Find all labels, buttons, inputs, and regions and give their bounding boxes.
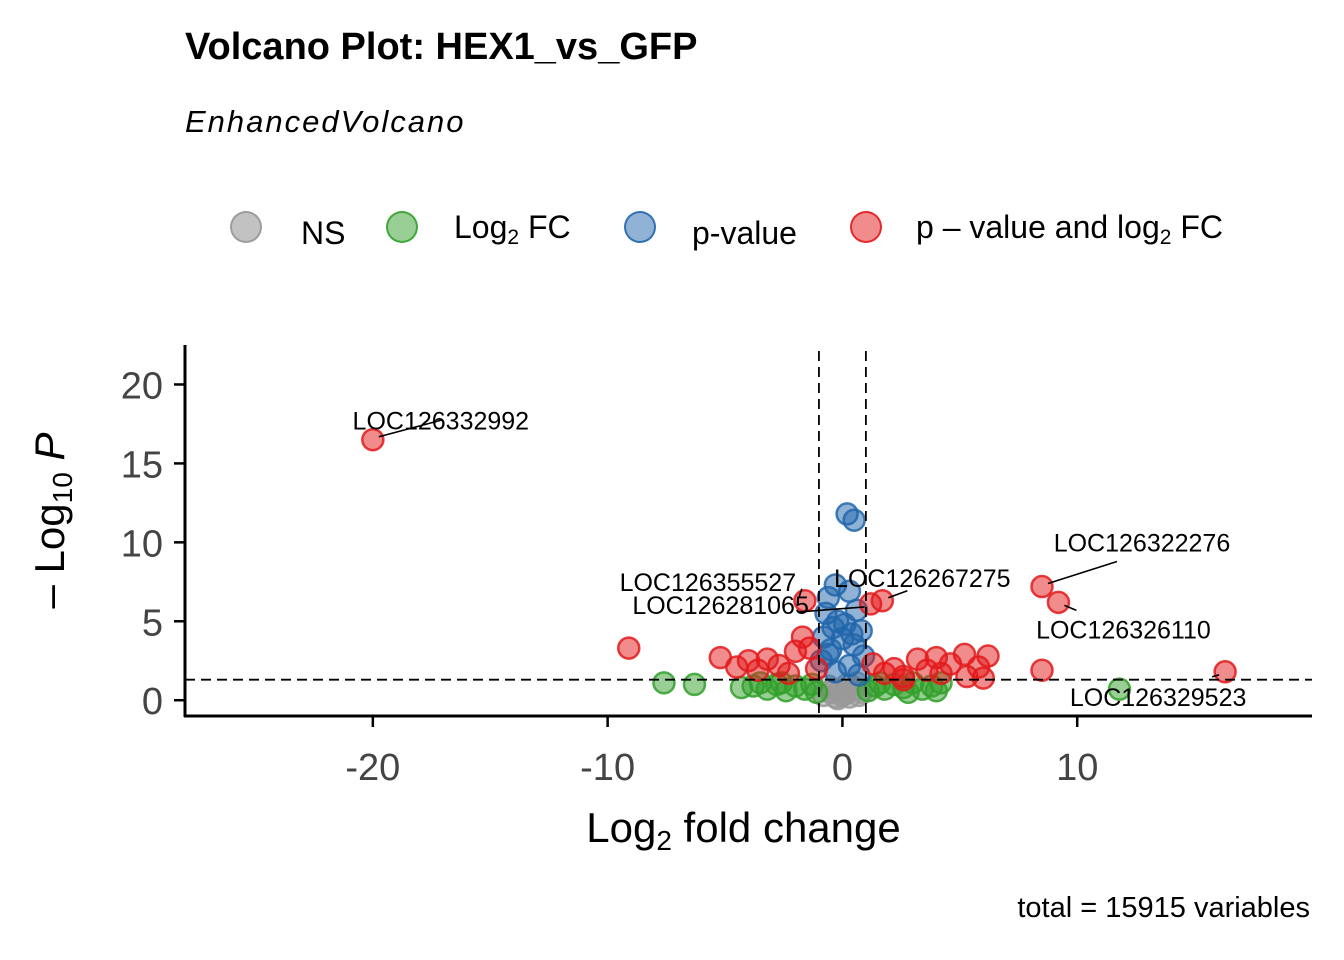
point-pvalue-and-log2fc [1030, 574, 1054, 599]
point-pvalue-and-log2fc [929, 661, 953, 686]
y-tick-label: 20 [121, 365, 163, 407]
y-tick-label: 10 [121, 523, 163, 565]
gene-label: LOC126267275 [834, 565, 1011, 593]
x-tick-label: -20 [345, 747, 400, 789]
y-tick-label: 5 [142, 602, 163, 644]
legend: NS Log2 FC p-value p – value and log2 FC [230, 205, 1330, 251]
point-pvalue-and-log2fc [797, 636, 822, 660]
x-tick-label: 10 [1056, 747, 1098, 789]
gene-label: LOC126326110 [1036, 616, 1211, 644]
legend-label-pvalue-and-log2fc: p – value and log2 FC [916, 209, 1223, 249]
legend-label-ns: NS [301, 215, 346, 251]
legend-swatch-pvalue [624, 211, 656, 243]
point-pvalue-and-log2fc [361, 427, 385, 452]
y-tick-label: 15 [121, 444, 163, 486]
label-connector [1211, 674, 1220, 678]
point-pvalue-and-log2fc [870, 589, 895, 613]
point-pvalue-and-log2fc [1030, 658, 1054, 682]
x-tick-label: -10 [580, 747, 635, 789]
gene-label: LOC126329523 [1070, 684, 1247, 712]
label-connector [798, 606, 865, 613]
point-pvalue-and-log2fc [955, 664, 979, 689]
label-connector [378, 418, 444, 438]
chart-subtitle: EnhancedVolcano [185, 104, 466, 139]
point-pvalue-and-log2fc [617, 636, 641, 660]
point-log2fc [1107, 677, 1132, 701]
point-pvalue [842, 508, 866, 532]
caption: total = 15915 variables [1017, 892, 1310, 924]
legend-label-log2fc: Log2 FC [454, 209, 571, 249]
label-connector [888, 590, 908, 599]
point-pvalue-and-log2fc [1213, 660, 1237, 684]
gene-label: LOC126355527 [620, 569, 797, 597]
gene-label: LOC126322276 [1054, 530, 1231, 558]
x-tick-label: 0 [832, 747, 853, 789]
x-axis-title: Log2 fold change [586, 804, 901, 856]
label-connector [798, 588, 803, 599]
legend-label-pvalue: p-value [692, 215, 797, 251]
axes: -20 -10 0 10 0 5 10 15 20 Log2 fold change – Log10… [26, 345, 1312, 856]
point-log2fc [652, 671, 676, 695]
label-connector [1047, 560, 1118, 585]
legend-swatch-ns [230, 211, 262, 243]
point-pvalue-and-log2fc [804, 656, 829, 681]
y-tick-label: 0 [142, 681, 163, 723]
point-pvalue [821, 615, 845, 640]
point-pvalue-and-log2fc [1046, 590, 1071, 615]
legend-swatch-pvalue-and-log2fc [850, 211, 882, 243]
chart-title: Volcano Plot: HEX1_vs_GFP [185, 26, 698, 68]
point-pvalue-and-log2fc [776, 661, 801, 686]
gene-label: LOC126332992 [353, 408, 530, 436]
label-connector [1064, 604, 1077, 612]
y-axis-title: – Log10 P [26, 433, 78, 609]
point-log2fc [804, 680, 829, 705]
gene-label: LOC126281065 [632, 592, 809, 620]
point-pvalue-and-log2fc [976, 644, 1000, 668]
point-log2fc [682, 672, 707, 697]
points-layer [361, 427, 1237, 711]
legend-swatch-log2fc [386, 211, 418, 243]
cutoff-lines [185, 351, 1312, 716]
